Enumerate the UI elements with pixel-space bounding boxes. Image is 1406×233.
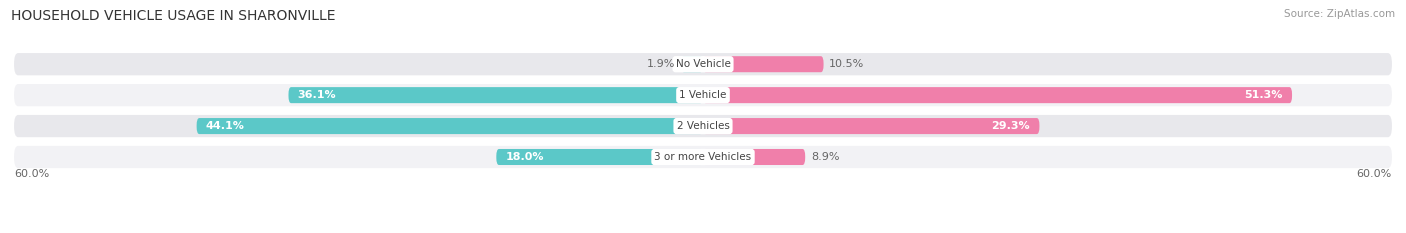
Text: 8.9%: 8.9% (811, 152, 839, 162)
Text: 29.3%: 29.3% (991, 121, 1031, 131)
Text: 60.0%: 60.0% (14, 169, 49, 179)
Text: No Vehicle: No Vehicle (675, 59, 731, 69)
FancyBboxPatch shape (703, 149, 806, 165)
FancyBboxPatch shape (496, 149, 703, 165)
FancyBboxPatch shape (14, 146, 1392, 168)
Text: Source: ZipAtlas.com: Source: ZipAtlas.com (1284, 9, 1395, 19)
FancyBboxPatch shape (681, 56, 703, 72)
FancyBboxPatch shape (14, 115, 1392, 137)
FancyBboxPatch shape (703, 56, 824, 72)
Text: 10.5%: 10.5% (830, 59, 865, 69)
Text: 2 Vehicles: 2 Vehicles (676, 121, 730, 131)
FancyBboxPatch shape (197, 118, 703, 134)
Legend: Owner-occupied, Renter-occupied: Owner-occupied, Renter-occupied (585, 230, 821, 233)
Text: HOUSEHOLD VEHICLE USAGE IN SHARONVILLE: HOUSEHOLD VEHICLE USAGE IN SHARONVILLE (11, 9, 336, 23)
Text: 18.0%: 18.0% (506, 152, 544, 162)
FancyBboxPatch shape (703, 87, 1292, 103)
FancyBboxPatch shape (14, 53, 1392, 75)
Text: 60.0%: 60.0% (1357, 169, 1392, 179)
Text: 44.1%: 44.1% (205, 121, 245, 131)
Text: 1.9%: 1.9% (647, 59, 675, 69)
Text: 3 or more Vehicles: 3 or more Vehicles (654, 152, 752, 162)
Text: 36.1%: 36.1% (298, 90, 336, 100)
Text: 51.3%: 51.3% (1244, 90, 1282, 100)
Text: 1 Vehicle: 1 Vehicle (679, 90, 727, 100)
FancyBboxPatch shape (703, 118, 1039, 134)
FancyBboxPatch shape (288, 87, 703, 103)
FancyBboxPatch shape (14, 84, 1392, 106)
